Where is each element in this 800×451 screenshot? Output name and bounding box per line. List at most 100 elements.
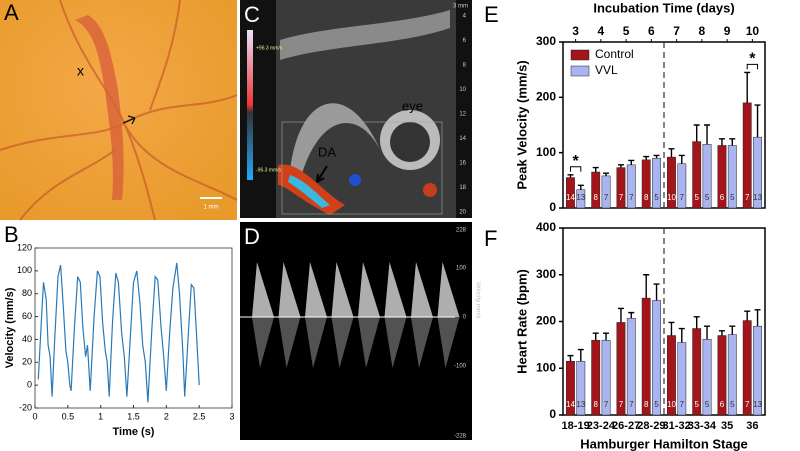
scale-tick: 228: [456, 228, 467, 234]
tissue: [290, 103, 380, 180]
n-label: 7: [604, 400, 609, 409]
n-label: 5: [694, 193, 699, 202]
x-tick-label: 0.5: [62, 411, 75, 421]
marker: x: [77, 63, 84, 79]
tissue: [280, 10, 450, 60]
spectrum-beat: [252, 262, 274, 317]
error-bar: [729, 325, 736, 335]
error-bar: [729, 138, 736, 146]
n-label: 5: [730, 400, 735, 409]
depth-tick: 8: [463, 63, 467, 69]
y-tick-label: 300: [536, 267, 556, 281]
x-tick-label: 2.5: [193, 411, 206, 421]
y-tick-label: 0: [549, 200, 556, 214]
n-label: 13: [576, 400, 585, 409]
y-tick-label: 40: [22, 334, 32, 344]
top-tick-label: 5: [623, 24, 630, 38]
n-label: 5: [705, 193, 710, 202]
spectrum-beat: [278, 317, 301, 368]
n-label: 7: [619, 400, 624, 409]
error-bar: [592, 332, 599, 341]
sig-bracket: [569, 166, 582, 172]
x-tick-label: 36: [746, 420, 758, 432]
panel-label: B: [4, 222, 19, 247]
depth-tick: 16: [459, 161, 466, 167]
error-bar: [617, 164, 624, 168]
spectrum-beat: [305, 317, 327, 368]
vessels: [0, 0, 238, 221]
y-tick-label: 200: [536, 90, 556, 104]
depth-tick: 12: [459, 112, 466, 118]
eye-inner: [390, 122, 430, 162]
n-label: 7: [629, 400, 634, 409]
error-bar: [577, 184, 584, 190]
n-label: 8: [593, 400, 598, 409]
panel-label: D: [244, 224, 260, 249]
x-axis-label: Hamburger Hamilton Stage: [580, 436, 748, 451]
spectrum-beat: [252, 317, 274, 368]
panel-label: F: [484, 226, 497, 251]
y-tick-label: 0: [27, 380, 32, 390]
error-bar: [628, 159, 635, 165]
bar: [601, 175, 611, 209]
top-tick-label: 3: [572, 24, 579, 38]
spectrum-beat: [358, 262, 380, 317]
error-bar: [567, 174, 574, 178]
spectrum-beat: [411, 317, 433, 368]
error-bar: [617, 307, 624, 323]
depth-tick: 6: [463, 38, 467, 44]
y-axis-label: Peak Velocity (mm/s): [514, 60, 529, 189]
y-tick-label: 0: [549, 407, 556, 421]
y-tick-label: 400: [536, 220, 556, 234]
error-bar: [668, 321, 675, 336]
legend-swatch: [570, 49, 590, 61]
x-axis-label: Time (s): [113, 426, 155, 438]
spectrum-beat: [384, 262, 407, 317]
top-tick-label: 6: [648, 24, 655, 38]
x-tick-label: 33-34: [688, 420, 717, 432]
n-label: 13: [753, 193, 762, 202]
n-label: 5: [705, 400, 710, 409]
heart-tube: [75, 15, 124, 200]
error-bar: [704, 325, 711, 340]
vessel-label: DA: [318, 144, 336, 159]
error-bar: [678, 327, 685, 343]
depth-unit: 3 mm: [453, 4, 468, 10]
x-tick-label: 35: [721, 420, 733, 432]
n-label: 6: [720, 193, 725, 202]
n-label: 8: [644, 400, 649, 409]
scale-tick: 100: [456, 266, 467, 272]
vel-max: +96.3 mm/s: [256, 45, 283, 51]
spectrum-beat: [384, 317, 407, 368]
spectrum-beat: [437, 317, 460, 368]
error-bar: [603, 332, 610, 341]
n-label: 8: [644, 193, 649, 202]
y-tick-label: 120: [17, 242, 32, 252]
depth-tick: 4: [463, 14, 467, 20]
error-bar: [643, 155, 650, 160]
x-tick-label: 18-19: [562, 420, 590, 432]
error-bar: [567, 354, 574, 362]
top-tick-label: 9: [724, 24, 731, 38]
scale-label: 1 mm: [204, 205, 219, 211]
error-bar: [754, 104, 761, 138]
doppler: [278, 164, 437, 215]
x-tick-label: 28-29: [637, 420, 665, 432]
n-label: 7: [745, 400, 750, 409]
spectrum-beat: [305, 262, 327, 317]
sig-star: *: [573, 153, 580, 170]
n-label: 14: [566, 193, 575, 202]
x-tick-label: 1.5: [127, 411, 140, 421]
error-bar: [603, 172, 610, 176]
error-bar: [577, 348, 584, 362]
y-tick-label: 100: [17, 265, 32, 275]
top-tick-label: 4: [598, 24, 605, 38]
spectrum: [252, 262, 460, 368]
n-label: 7: [604, 193, 609, 202]
n-label: 7: [619, 193, 624, 202]
n-label: 7: [745, 193, 750, 202]
scale-tick: -228: [454, 434, 467, 440]
y-tick-label: 100: [536, 145, 556, 159]
error-bar: [668, 148, 675, 158]
